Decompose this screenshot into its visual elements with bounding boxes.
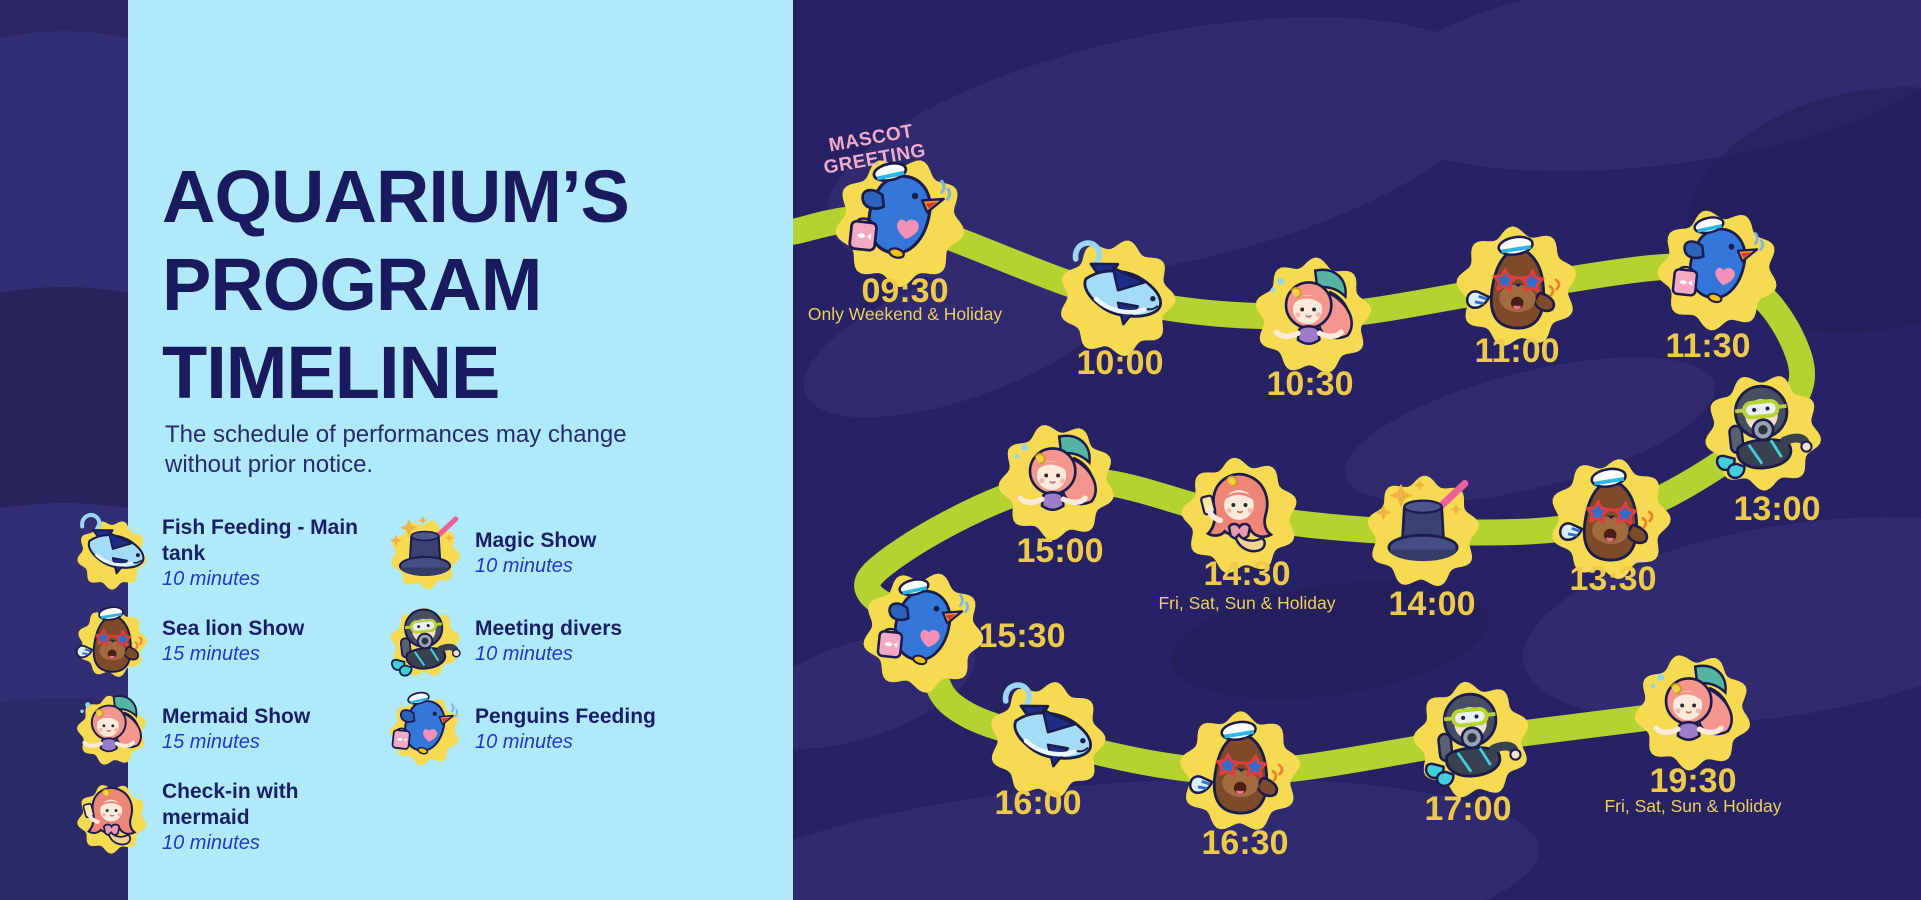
fish-icon xyxy=(1002,682,1092,768)
diver-icon xyxy=(1424,692,1522,788)
timeline-stop: 14:00 xyxy=(1367,475,1479,623)
legend-duration: 10 minutes xyxy=(475,642,573,665)
legend-label: Fish Feeding - Main tank xyxy=(162,515,359,565)
penguin-icon xyxy=(876,578,969,666)
fish-icon xyxy=(1072,240,1162,326)
stop-time-label: 16:30 xyxy=(1202,824,1289,862)
timeline-stop: 13:30 xyxy=(1552,459,1671,598)
mermaid-icon xyxy=(76,693,148,765)
title-line-2: PROGRAM xyxy=(162,243,542,326)
timeline-stop: 17:00 xyxy=(1413,681,1529,828)
stop-note: Fri, Sat, Sun & Holiday xyxy=(1604,796,1781,816)
checkin-mermaid-icon xyxy=(1200,472,1274,553)
mermaid-icon xyxy=(1014,434,1097,512)
legend-label: Mermaid Show xyxy=(162,704,311,728)
page-subtitle: The schedule of performances may change … xyxy=(165,421,627,478)
timeline-stop: 15:00 xyxy=(998,425,1114,570)
legend-label: Magic Show xyxy=(475,528,597,552)
legend-item: Mermaid Show 15 minutes xyxy=(76,693,389,765)
title-line-1: AQUARIUM’S xyxy=(162,155,630,238)
legend-item: Penguins Feeding 10 minutes xyxy=(389,691,719,766)
magic-hat-icon xyxy=(389,515,461,590)
timeline-stop: 10:00 xyxy=(1061,240,1176,382)
penguin-icon xyxy=(389,691,461,766)
stop-time-label: 14:30 xyxy=(1204,555,1291,593)
wave-swirl-shapes xyxy=(700,0,1921,900)
stop-note: Only Weekend & Holiday xyxy=(808,304,1002,324)
stop-time-label: 10:30 xyxy=(1267,365,1354,403)
legend-item: Meeting divers 10 minutes xyxy=(389,605,719,677)
legend-item: Check-in with mermaid 10 minutes xyxy=(76,779,389,854)
stop-time-label: 14:00 xyxy=(1389,585,1476,623)
timeline-stop: 16:30 xyxy=(1180,711,1301,862)
stop-time-label: 13:00 xyxy=(1734,490,1821,528)
legend-item: Magic Show 10 minutes xyxy=(389,515,719,590)
sea-lion-icon xyxy=(1558,467,1654,562)
stop-time-label: 15:30 xyxy=(979,617,1066,655)
timeline-stop: 16:00 xyxy=(991,682,1106,822)
legend-label: Check-in with mermaid xyxy=(162,779,299,829)
legend-label: Sea lion Show xyxy=(162,616,305,640)
legend-duration: 15 minutes xyxy=(162,642,260,665)
stop-time-label: 09:30 xyxy=(862,272,949,310)
timeline-stop: 11:30 xyxy=(1657,210,1777,365)
stop-time-label: 13:30 xyxy=(1570,560,1657,598)
magic-hat-icon xyxy=(1375,479,1469,562)
page-title: AQUARIUM’S PROGRAM TIMELINE xyxy=(162,153,762,417)
sea-lion-icon xyxy=(1465,235,1561,330)
diver-icon xyxy=(1715,384,1813,480)
stop-time-label: 19:30 xyxy=(1650,762,1737,800)
legend-label: Meeting divers xyxy=(475,616,623,640)
legend-duration: 10 minutes xyxy=(162,567,260,590)
legend-duration: 15 minutes xyxy=(162,730,260,753)
info-panel: AQUARIUM’S PROGRAM TIMELINE The schedule… xyxy=(75,0,793,900)
fish-icon xyxy=(76,512,148,590)
stop-time-label: 16:00 xyxy=(995,784,1082,822)
stop-time-label: 15:00 xyxy=(1017,532,1104,570)
timeline-stop: 13:00 xyxy=(1705,376,1821,528)
diver-icon xyxy=(389,605,461,677)
legend-label: Penguins Feeding xyxy=(475,704,656,728)
stop-time-label: 10:00 xyxy=(1077,344,1164,382)
mermaid-icon xyxy=(1650,664,1733,742)
wave-dark-shapes xyxy=(1171,87,1921,699)
stop-time-label: 11:00 xyxy=(1474,332,1559,370)
legend-duration: 10 minutes xyxy=(475,554,573,577)
sea-lion-icon xyxy=(1188,720,1284,815)
stop-time-label: 11:30 xyxy=(1665,327,1750,365)
title-line-3: TIMELINE xyxy=(162,331,500,414)
timeline-stop: 10:30 xyxy=(1255,257,1371,403)
mermaid-icon xyxy=(1270,268,1353,346)
stop-time-label: 17:00 xyxy=(1425,790,1512,828)
timeline-stop: 11:00 xyxy=(1456,226,1576,370)
checkin-mermaid-icon xyxy=(76,781,148,854)
legend-item: Fish Feeding - Main tank 10 minutes xyxy=(76,512,389,590)
legend-duration: 10 minutes xyxy=(162,831,260,854)
penguin-icon xyxy=(848,161,952,259)
legend-duration: 10 minutes xyxy=(475,730,573,753)
penguin-icon xyxy=(1671,216,1764,304)
legend-item: Sea lion Show 15 minutes xyxy=(75,605,389,677)
program-legend: Fish Feeding - Main tank 10 minutes Magi… xyxy=(75,512,719,854)
timeline-stop: 15:30 xyxy=(863,573,1066,693)
sea-lion-icon xyxy=(75,605,148,677)
stop-note: Fri, Sat, Sun & Holiday xyxy=(1158,593,1335,613)
